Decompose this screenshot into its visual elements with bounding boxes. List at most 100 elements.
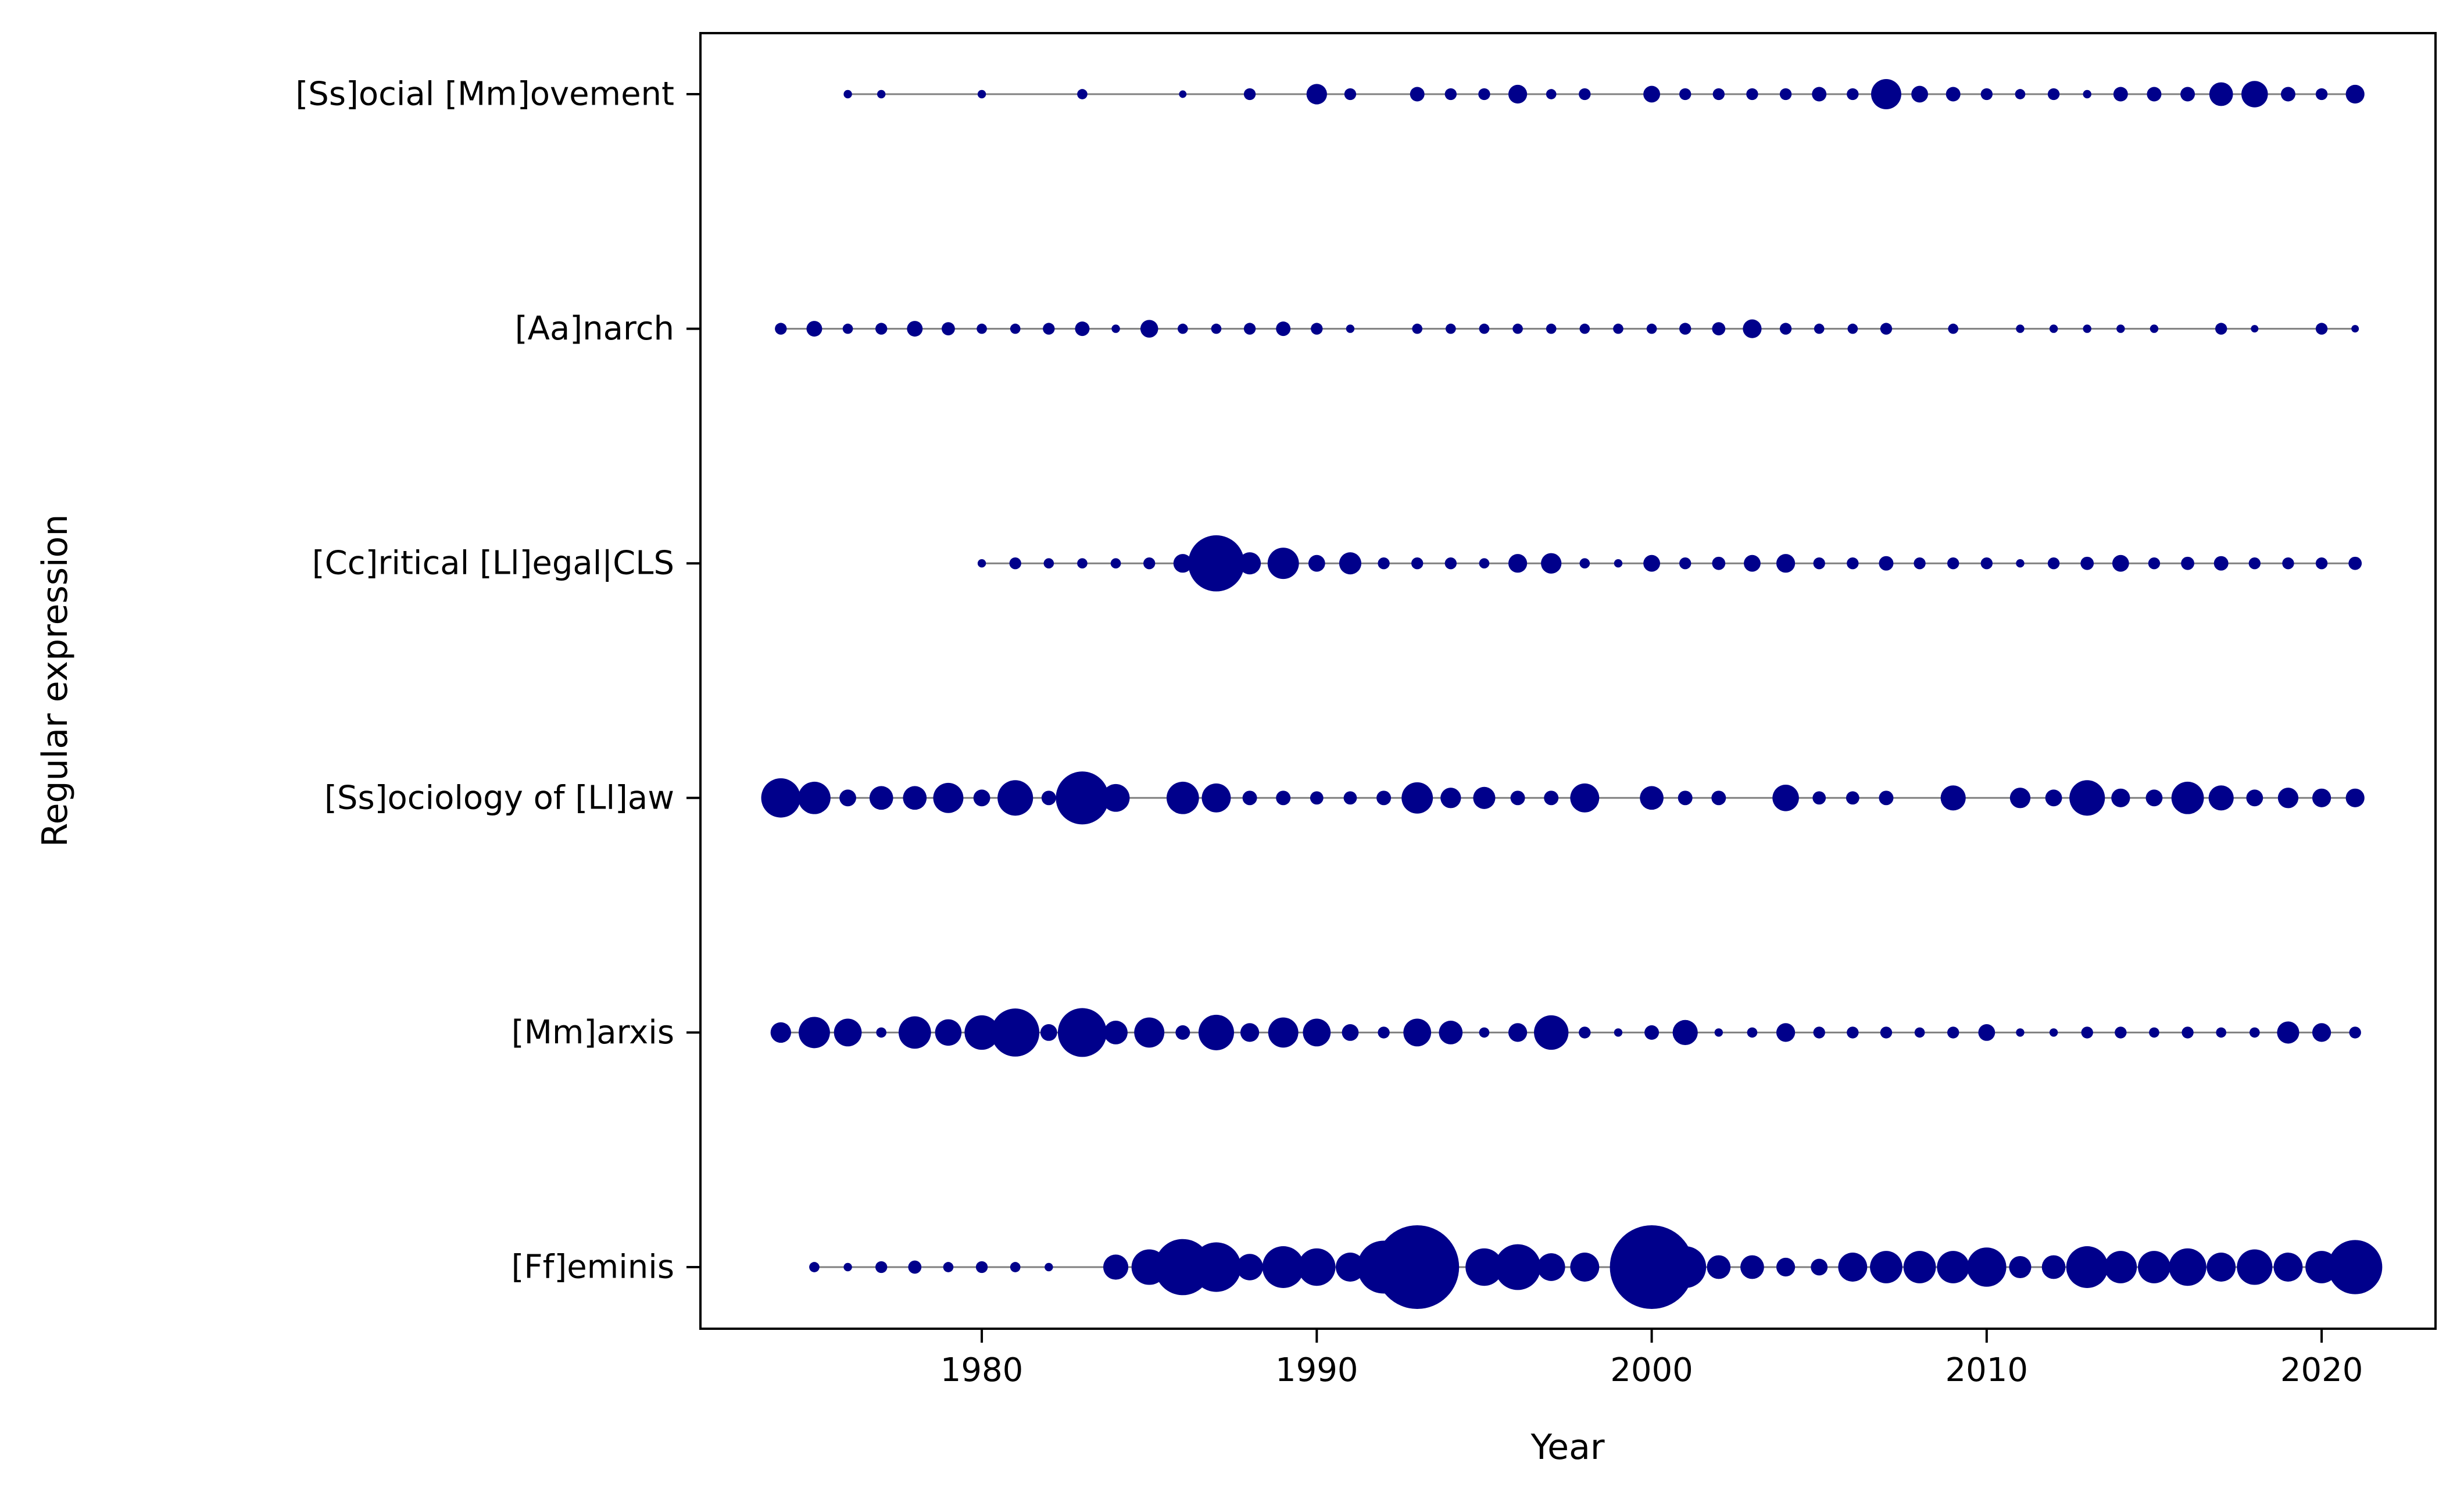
data-point <box>1871 79 1901 109</box>
data-point <box>2115 1026 2127 1039</box>
data-point <box>1838 1253 1868 1282</box>
data-point <box>1310 791 1324 805</box>
data-point <box>1747 1027 1758 1038</box>
data-point <box>1664 1246 1707 1288</box>
data-point <box>1262 1246 1304 1288</box>
data-point <box>2150 324 2159 333</box>
data-point <box>2147 87 2162 102</box>
data-point <box>1134 1017 1165 1048</box>
y-axis: [Ss]ocial [Mm]ovement [Aa]narch [Cc]ritica… <box>295 76 700 1286</box>
data-point <box>2016 559 2025 568</box>
data-point <box>1880 323 1893 335</box>
data-point <box>1173 554 1192 573</box>
data-point <box>806 321 822 337</box>
data-point <box>1077 89 1088 99</box>
data-point <box>1948 323 1959 334</box>
data-point <box>1570 1253 1600 1282</box>
data-point <box>775 323 787 335</box>
data-point <box>1104 1021 1128 1044</box>
data-point <box>2169 1248 2206 1286</box>
data-point <box>1776 1023 1796 1042</box>
data-point <box>2209 82 2233 106</box>
data-point <box>875 1261 888 1274</box>
data-point <box>907 321 923 337</box>
data-point <box>2049 324 2058 333</box>
data-point <box>1814 323 1825 334</box>
data-point <box>1712 88 1725 101</box>
data-point <box>1537 1253 1565 1281</box>
data-point <box>1776 1257 1796 1277</box>
data-point <box>1343 791 1357 805</box>
data-point <box>1707 1255 1731 1279</box>
data-point <box>1940 785 1966 811</box>
data-point <box>1303 1018 1331 1047</box>
data-point <box>2016 324 2025 333</box>
data-point <box>1201 783 1231 813</box>
data-point <box>1276 321 1291 337</box>
data-point <box>2047 88 2060 101</box>
data-point <box>1179 90 1187 98</box>
data-point <box>1465 1248 1503 1286</box>
data-point <box>2083 90 2091 99</box>
data-point <box>1870 1251 1902 1283</box>
data-point <box>2280 87 2295 102</box>
y-tick-label: [Cc]ritical [Ll]egal|CLS <box>312 545 674 582</box>
data-point <box>809 1262 820 1272</box>
y-tick-label: [Aa]narch <box>515 310 674 348</box>
data-point <box>1614 1028 1623 1037</box>
data-point <box>1198 1014 1234 1050</box>
data-point <box>2250 1027 2260 1038</box>
data-point <box>977 559 986 568</box>
data-point <box>2081 1026 2093 1039</box>
data-point <box>1339 552 1361 575</box>
data-point <box>933 782 964 813</box>
data-point <box>1546 89 1557 99</box>
data-point <box>1143 557 1156 570</box>
data-point <box>1242 790 1257 806</box>
data-point <box>1812 87 1827 102</box>
data-point <box>1075 321 1090 337</box>
data-point <box>1811 1258 1828 1276</box>
data-point <box>2113 87 2128 102</box>
data-point <box>1570 783 1600 813</box>
data-point <box>1903 1251 1936 1283</box>
data-point <box>2041 1255 2066 1279</box>
data-point <box>2015 89 2026 99</box>
x-tick-label: 1980 <box>940 1351 1024 1389</box>
data-point <box>1967 1247 2007 1287</box>
data-point <box>1512 323 1523 334</box>
data-point <box>1043 323 1055 335</box>
data-point <box>2213 556 2229 571</box>
data-point <box>2045 789 2062 807</box>
data-point <box>1378 1026 1390 1039</box>
data-point <box>2237 1249 2273 1285</box>
x-axis-title: Year <box>1530 1427 1604 1468</box>
data-point <box>1335 1253 1365 1282</box>
data-point <box>1534 1015 1569 1050</box>
data-point <box>1712 322 1726 335</box>
series-row <box>977 535 2362 592</box>
data-point <box>1243 88 1256 101</box>
data-point <box>935 1019 962 1046</box>
data-point <box>2315 323 2328 335</box>
data-point <box>977 323 987 334</box>
data-point <box>1544 790 1559 806</box>
plot-frame <box>699 32 2437 1330</box>
data-point <box>1236 1254 1263 1280</box>
series-row <box>761 771 2365 825</box>
data-point <box>1445 323 1456 334</box>
data-point <box>2349 1026 2361 1039</box>
data-point <box>2246 789 2263 807</box>
data-point <box>1579 88 1591 101</box>
data-point <box>1643 85 1660 103</box>
data-point <box>1813 557 1825 570</box>
data-point <box>2148 557 2161 570</box>
data-point <box>964 1015 999 1050</box>
data-point <box>842 323 853 334</box>
data-point <box>1045 1262 1053 1272</box>
data-point <box>1579 323 1590 334</box>
data-point <box>1268 1017 1299 1048</box>
data-point <box>903 786 927 810</box>
data-point <box>1847 557 1859 570</box>
data-point <box>2171 781 2204 814</box>
